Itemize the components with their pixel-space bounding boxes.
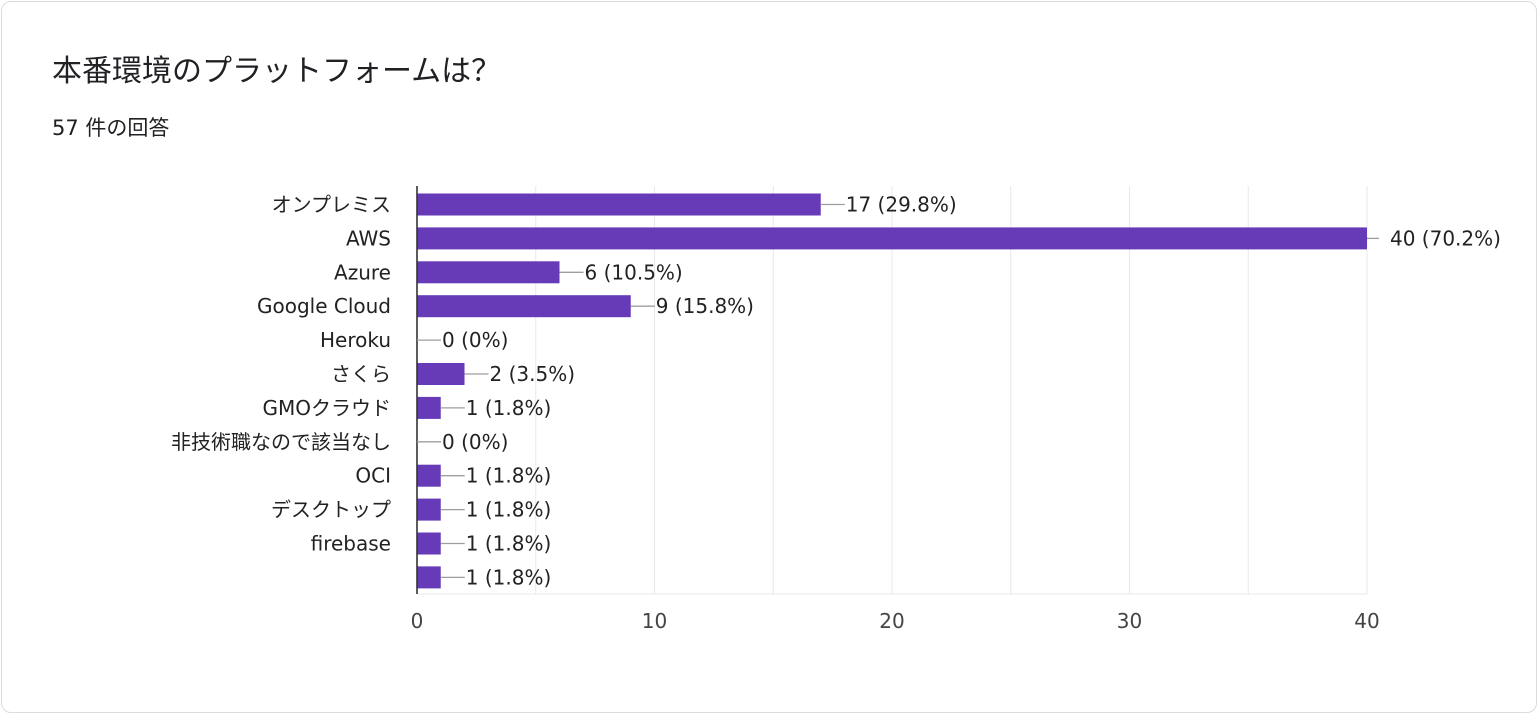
bar [417,532,441,555]
bar [417,261,560,284]
bar [417,464,441,487]
data-label: 6 (10.5%) [585,260,683,284]
bar [417,498,441,521]
bar [417,396,441,419]
x-tick-label: 30 [1117,609,1142,633]
data-label: 1 (1.8%) [466,532,552,556]
category-label: Google Cloud [257,294,391,318]
category-label: OCI [355,464,391,488]
data-label: 1 (1.8%) [466,396,552,420]
bar [417,295,631,318]
category-label: AWS [346,226,391,250]
data-label: 0 (0%) [442,430,508,454]
data-label: 2 (3.5%) [490,362,576,386]
bars [417,193,1367,589]
data-label: 40 (70.2%) [1390,226,1501,250]
bar [417,193,821,216]
data-label: 17 (29.8%) [846,193,957,217]
category-label: GMOクラウド [263,396,392,420]
bar [417,227,1367,250]
x-tick-label: 10 [642,609,667,633]
category-label: デスクトップ [271,498,391,522]
data-label: 1 (1.8%) [466,498,552,522]
category-labels: オンプレミス AWS Azure Google Cloud Heroku さくら GMOクラ… [171,193,391,556]
category-label: オンプレミス [272,193,391,217]
grid-lines [417,186,1368,595]
data-label: 0 (0%) [442,328,508,352]
category-label: Azure [334,260,391,284]
bar [417,363,465,385]
x-tick-label: 20 [879,609,904,633]
bar [417,566,441,589]
category-label: firebase [311,532,391,556]
data-label: 1 (1.8%) [466,464,552,488]
chart-title: 本番環境のプラットフォームは？ [52,54,502,89]
value-labels: 17 (29.8%) 40 (70.2%) 6 (10.5%) 9 (15.8%) 0 … [417,193,1501,589]
x-tick-label: 0 [411,609,424,633]
x-tick-label: 40 [1354,609,1379,633]
response-count: 57 件の回答 [52,116,170,140]
category-label: 非技術職なので該当なし [171,430,391,454]
data-label: 1 (1.8%) [466,565,552,589]
data-label: 9 (15.8%) [656,294,754,318]
category-label: さくら [331,362,391,386]
tick-labels: 0 10 20 30 40 [411,609,1380,633]
category-label: Heroku [320,328,391,352]
